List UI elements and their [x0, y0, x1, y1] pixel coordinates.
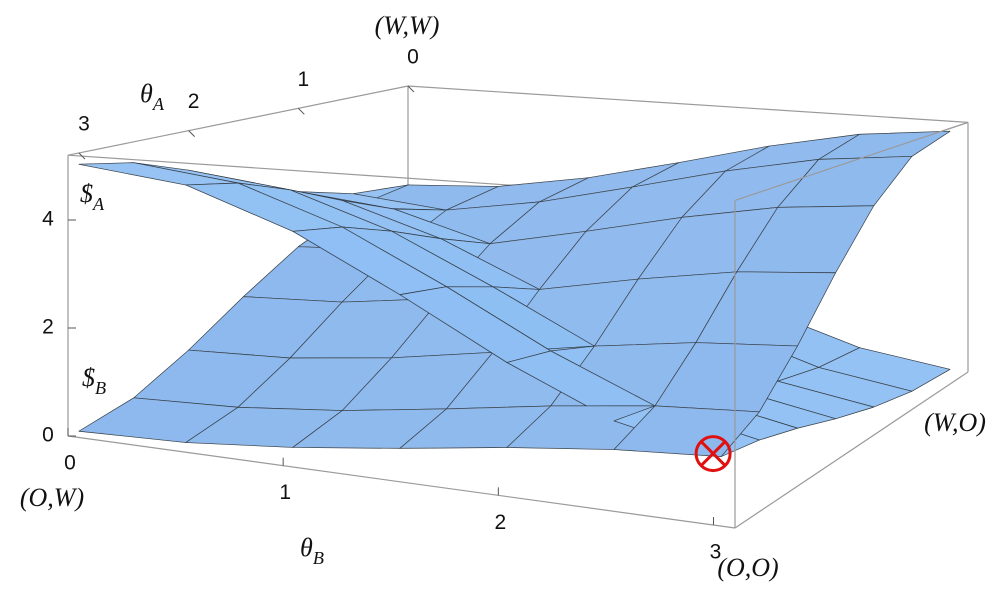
surface-shade: [818, 347, 950, 392]
surface-shade: [585, 171, 726, 232]
surface-shade: [539, 162, 679, 202]
surface-shade: [777, 156, 912, 208]
surface-shade: [185, 183, 343, 232]
y-tick: [188, 130, 195, 137]
surface-shade: [290, 189, 441, 239]
surface-shade: [238, 183, 392, 232]
corner-label: (W,O): [924, 408, 986, 437]
surface-shade: [490, 187, 633, 244]
surface-shade: [400, 406, 551, 449]
z-tick-label: 2: [42, 316, 54, 339]
y-tick-label: 1: [297, 68, 309, 91]
series-label: $B: [82, 363, 106, 398]
box-edge: [407, 85, 969, 123]
corner-label: (O,O): [717, 553, 778, 582]
surface-shade: [78, 397, 239, 443]
surface-shade: [133, 162, 291, 190]
surface-shade: [400, 286, 551, 363]
surface-shade: [695, 271, 836, 347]
surface-shade: [133, 350, 291, 408]
surface-shade: [777, 367, 912, 408]
surface-shade: [391, 231, 540, 290]
y-tick-label: 3: [78, 113, 90, 136]
surfaces: [78, 130, 951, 457]
surface-shade: [632, 146, 770, 188]
series-label: $A: [80, 179, 105, 214]
surface-shade: [185, 407, 343, 448]
surface-shade: [725, 134, 860, 172]
surface-shade: [681, 159, 819, 218]
surface-shade: [188, 296, 343, 359]
box-edge: [67, 435, 736, 529]
surface-shade: [507, 405, 656, 450]
corner-label: (O,W): [20, 483, 84, 512]
x-tick-label: 1: [279, 481, 291, 504]
z-tick-label: 4: [42, 208, 54, 231]
surface-shade: [539, 217, 682, 290]
x-tick-label: 0: [64, 452, 76, 475]
surface-shade: [342, 352, 494, 411]
y-tick: [297, 107, 305, 115]
surface-shade: [655, 342, 798, 412]
surface-shade: [298, 191, 447, 211]
x-axis-title: θB: [300, 533, 324, 568]
box-edge: [734, 371, 969, 529]
corner-label: (W,W): [375, 11, 440, 40]
surface-shade: [238, 357, 392, 411]
marker-circle: [694, 435, 732, 473]
surface-shade: [342, 200, 491, 244]
surface-shade: [446, 286, 595, 351]
y-tick: [407, 85, 415, 93]
y-tick: [78, 152, 86, 160]
surface-shade: [594, 271, 737, 347]
surface-shade: [638, 207, 778, 280]
surface-shade: [293, 227, 447, 295]
surface-shade: [446, 177, 589, 211]
x-tick-label: 2: [494, 511, 506, 534]
marker-cross: [700, 440, 727, 467]
surface-shade: [78, 162, 239, 186]
box-edge: [67, 85, 409, 156]
y-axis-title: θA: [140, 79, 165, 114]
surface-shade: [736, 205, 874, 273]
z-tick-label: 0: [42, 424, 54, 447]
y-tick-label: 0: [407, 46, 419, 69]
surface-shade: [507, 350, 656, 421]
surface-shade: [293, 408, 447, 449]
surface-shade: [818, 131, 950, 160]
y-tick-label: 2: [188, 90, 200, 113]
x-tick-label: 3: [710, 541, 722, 564]
surface-shade: [290, 298, 441, 359]
surface-shade: [342, 227, 494, 287]
box-edge: [734, 121, 969, 201]
